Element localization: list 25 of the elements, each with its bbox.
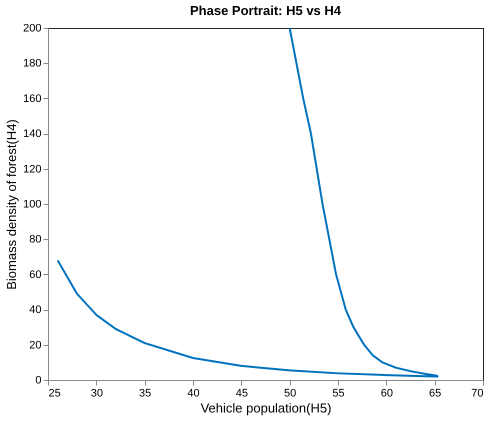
line-series bbox=[56, 27, 439, 378]
y-tick-label: 0 bbox=[35, 374, 42, 386]
x-axis-title: Vehicle population(H5) bbox=[200, 400, 332, 416]
y-axis-title: Biomass density of forest(H4) bbox=[4, 119, 20, 290]
x-tick-label: 65 bbox=[429, 388, 442, 400]
x-tick-label: 60 bbox=[380, 388, 393, 400]
x-tick-label: 35 bbox=[139, 388, 152, 400]
y-tick-label: 120 bbox=[23, 163, 42, 176]
chart-title: Phase Portrait: H5 vs H4 bbox=[190, 3, 342, 18]
y-tick-label: 60 bbox=[29, 268, 42, 281]
x-tick-label: 40 bbox=[187, 388, 200, 400]
y-tick-label: 80 bbox=[29, 234, 42, 246]
y-tick-label: 140 bbox=[23, 128, 42, 140]
x-tick-label: 30 bbox=[90, 388, 103, 400]
x-tick-label: 45 bbox=[236, 388, 248, 400]
y-tick-label: 180 bbox=[23, 58, 42, 70]
x-tick-label: 25 bbox=[48, 388, 61, 400]
x-tick-label: 70 bbox=[471, 388, 484, 400]
y-tick-label: 40 bbox=[29, 304, 42, 316]
y-tick-label: 160 bbox=[23, 92, 42, 105]
y-tick-label: 100 bbox=[23, 198, 42, 210]
y-tick-label: 200 bbox=[23, 22, 42, 34]
x-tick-label: 55 bbox=[332, 388, 345, 400]
x-tick-label: 50 bbox=[284, 388, 296, 400]
y-tick-label: 20 bbox=[29, 339, 42, 352]
